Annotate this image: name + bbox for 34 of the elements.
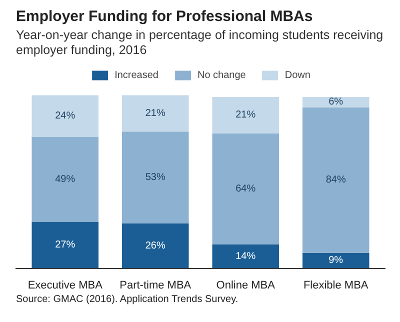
bar — [122, 223, 189, 268]
data-label: 6% — [328, 96, 344, 108]
legend-label: Down — [284, 70, 310, 80]
data-label: 49% — [55, 174, 76, 185]
bar — [212, 244, 280, 268]
chart-subtitle: Year-on-year change in percentage of incoming students receiving employer funding, 2016 — [16, 28, 384, 58]
source-note: Source: GMAC (2016). Application Trends Survey. — [16, 294, 238, 306]
x-tick-label: Online MBA — [216, 280, 276, 292]
bar — [122, 132, 189, 224]
data-label: 27% — [55, 240, 76, 251]
data-label: 24% — [55, 110, 76, 122]
data-label: 64% — [236, 183, 256, 194]
data-label: 9% — [328, 255, 344, 266]
bar — [32, 136, 99, 222]
x-tick-label: Executive MBA — [28, 280, 104, 292]
x-tick-label: Part-time MBA — [120, 280, 192, 292]
bar — [302, 107, 370, 253]
bar — [302, 96, 370, 108]
data-label: 14% — [236, 250, 256, 262]
data-label: 21% — [145, 108, 166, 119]
legend-label: No change — [197, 70, 246, 80]
bar — [32, 95, 99, 137]
bar — [122, 95, 189, 132]
bar — [32, 222, 99, 268]
data-label: 84% — [326, 174, 346, 186]
x-tick-label: Flexible MBA — [303, 280, 369, 292]
bar — [212, 133, 280, 244]
chart-title: Employer Funding for Professional MBAs — [16, 8, 313, 26]
legend-label: Increased — [114, 70, 158, 80]
bar — [212, 96, 280, 134]
data-label: 21% — [236, 110, 256, 121]
bar — [302, 252, 370, 268]
data-label: 26% — [145, 240, 166, 252]
data-label: 53% — [145, 172, 166, 184]
